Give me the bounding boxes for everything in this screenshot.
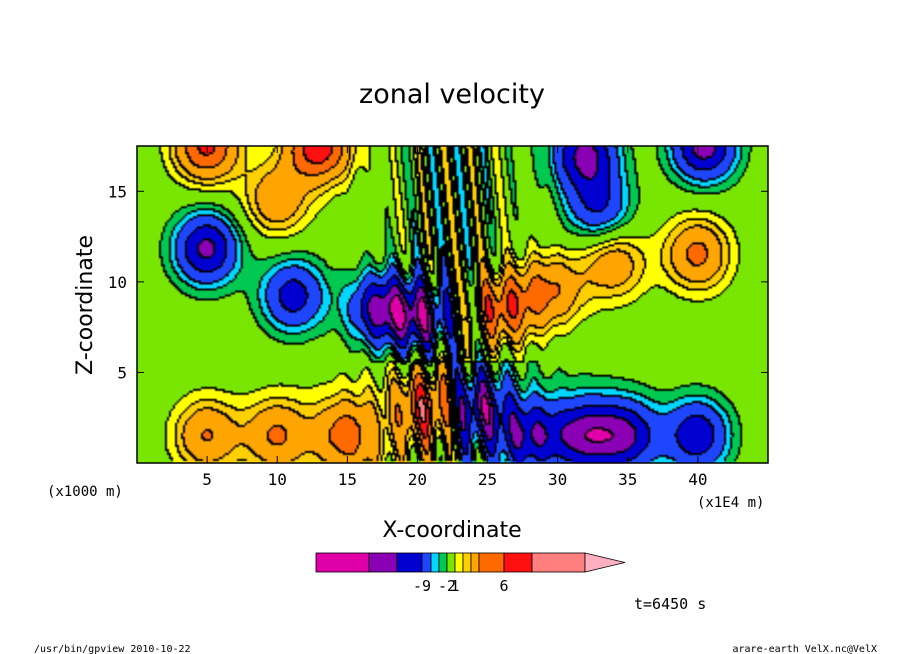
colorbar-tick-label: 6: [499, 577, 508, 595]
colorbar-tick-label: -9: [413, 577, 431, 595]
y-tick-label: 15: [108, 182, 127, 201]
x-tick-label: 25: [478, 470, 497, 489]
y-axis: 5 10 15: [108, 182, 768, 382]
colorbar-swatch: [430, 552, 440, 573]
x-tick-label: 40: [688, 470, 707, 489]
y-tick-label: 5: [117, 363, 127, 382]
footer-left: /usr/bin/gpview 2010-10-22: [34, 644, 191, 654]
colorbar-swatch: [421, 552, 432, 573]
x-tick-label: 30: [548, 470, 567, 489]
colorbar: [315, 552, 626, 573]
colorbar-swatch: [315, 552, 370, 573]
x-axis-label: X-coordinate: [382, 518, 521, 543]
colorbar-swatch: [470, 552, 480, 573]
colorbar-swatch: [462, 552, 472, 573]
colorbar-swatch: [503, 552, 533, 573]
x-tick-label: 35: [618, 470, 637, 489]
colorbar-swatch: [446, 552, 456, 573]
colorbar-swatch: [396, 552, 423, 573]
colorbar-tick-label: -2: [438, 577, 456, 595]
colorbar-tick-labels: -9 -21 6: [413, 577, 509, 595]
plot-frame: [136, 145, 769, 464]
chart-title: zonal velocity: [359, 79, 545, 110]
x-tick-label: 10: [268, 470, 287, 489]
x-axis: 5 10 15 20 25 30 35 40: [202, 146, 708, 489]
colorbar-swatch: [531, 552, 586, 573]
x-unit-right: (x1E4 m): [697, 495, 764, 511]
colorbar-swatch: [454, 552, 464, 573]
colorbar-extend-arrow: [584, 552, 626, 573]
x-tick-label: 5: [202, 470, 212, 489]
colorbar-swatch: [438, 552, 448, 573]
x-unit-left: (x1000 m): [47, 484, 123, 500]
x-tick-label: 15: [338, 470, 357, 489]
footer-right: arare-earth_VelX.nc@VelX: [733, 644, 878, 654]
y-tick-label: 10: [108, 273, 127, 292]
y-axis-label: Z-coordinate: [73, 235, 98, 375]
velocity-field: [137, 146, 768, 463]
time-label: t=6450 s: [634, 595, 706, 613]
colorbar-tick-label: 1: [450, 577, 459, 595]
colorbar-swatch: [368, 552, 398, 573]
x-tick-label: 20: [408, 470, 427, 489]
colorbar-swatch: [478, 552, 505, 573]
